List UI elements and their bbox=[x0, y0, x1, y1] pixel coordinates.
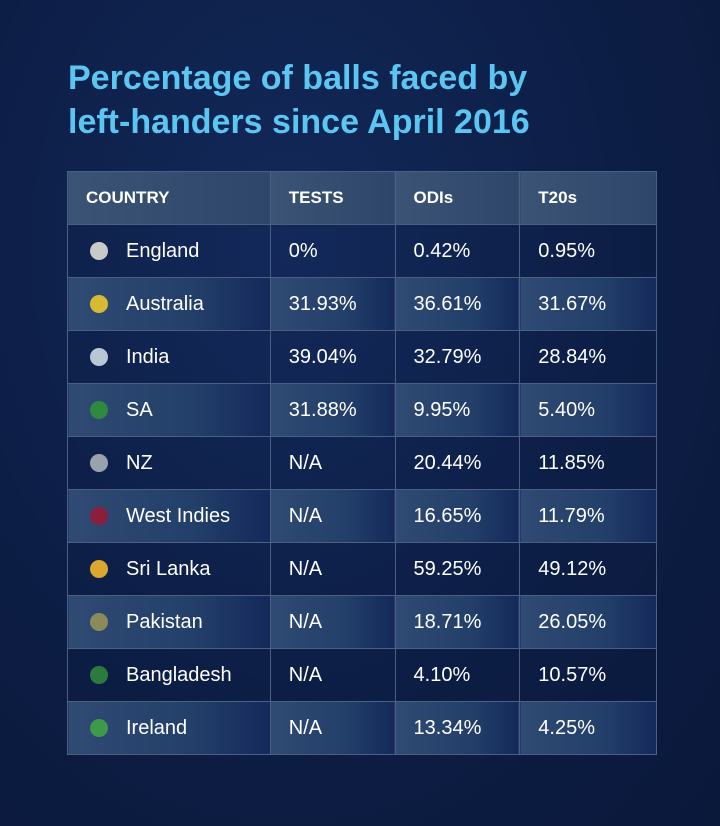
table-cell: 28.84% bbox=[519, 330, 657, 384]
table-cell: N/A bbox=[269, 701, 396, 755]
country-icon bbox=[90, 613, 108, 631]
country-name: Ireland bbox=[126, 716, 188, 739]
table-cell: Sri Lanka bbox=[67, 542, 271, 596]
table-cell: 4.10% bbox=[394, 648, 521, 702]
table-cell: England bbox=[67, 224, 271, 278]
country-name: West Indies bbox=[126, 504, 231, 527]
table-cell: 31.93% bbox=[269, 277, 396, 331]
country-name: India bbox=[126, 345, 170, 368]
country-icon bbox=[90, 560, 108, 578]
country-name: Sri Lanka bbox=[126, 557, 211, 580]
table-cell: 11.85% bbox=[519, 436, 657, 490]
table-body: England 0% 0.42% 0.95% Australia 31.93% 36.61%… bbox=[67, 224, 657, 755]
country-name: Pakistan bbox=[126, 610, 203, 633]
table-cell: 49.12% bbox=[519, 542, 657, 596]
country-cell: England bbox=[86, 240, 270, 263]
table-cell: 0.95% bbox=[519, 224, 657, 278]
country-cell: India bbox=[86, 346, 270, 369]
table-cell: Pakistan bbox=[67, 595, 271, 649]
table-cell: India bbox=[67, 330, 271, 384]
table-cell: N/A bbox=[269, 595, 396, 649]
country-icon bbox=[90, 348, 108, 366]
country-name: SA bbox=[126, 398, 153, 421]
country-icon bbox=[90, 242, 108, 260]
table-cell: Bangladesh bbox=[67, 648, 271, 702]
country-icon bbox=[90, 666, 108, 684]
header-cell: TESTS bbox=[269, 171, 396, 225]
table-cell: 0.42% bbox=[394, 224, 521, 278]
country-name: Bangladesh bbox=[126, 663, 232, 686]
table: COUNTRY TESTS ODIs T20s England 0% 0.42% 0.95%… bbox=[67, 171, 657, 755]
table-row: Australia 31.93% 36.61% 31.67% bbox=[67, 277, 657, 331]
country-name: NZ bbox=[126, 451, 153, 474]
country-icon bbox=[90, 507, 108, 525]
table-cell: N/A bbox=[269, 489, 396, 543]
table-cell: 10.57% bbox=[519, 648, 657, 702]
table-row: Bangladesh N/A 4.10% 10.57% bbox=[67, 648, 657, 702]
table-cell: Australia bbox=[67, 277, 271, 331]
country-cell: Australia bbox=[86, 293, 270, 316]
table-row: NZ N/A 20.44% 11.85% bbox=[67, 436, 657, 490]
country-cell: Pakistan bbox=[86, 611, 270, 634]
country-cell: Sri Lanka bbox=[86, 558, 270, 581]
table-cell: 31.67% bbox=[519, 277, 657, 331]
header-cell: T20s bbox=[519, 171, 657, 225]
table-row: India 39.04% 32.79% 28.84% bbox=[67, 330, 657, 384]
table-cell: Ireland bbox=[67, 701, 271, 755]
table-row: Ireland N/A 13.34% 4.25% bbox=[67, 701, 657, 755]
table-cell: 0% bbox=[269, 224, 396, 278]
table-cell: SA bbox=[67, 383, 271, 437]
table-row: SA 31.88% 9.95% 5.40% bbox=[67, 383, 657, 437]
header-cell: COUNTRY bbox=[67, 171, 271, 225]
table-cell: 9.95% bbox=[394, 383, 521, 437]
country-cell: NZ bbox=[86, 452, 270, 475]
table-cell: NZ bbox=[67, 436, 271, 490]
table-cell: 31.88% bbox=[269, 383, 396, 437]
country-cell: West Indies bbox=[86, 505, 270, 528]
table-cell: 32.79% bbox=[394, 330, 521, 384]
table-cell: 59.25% bbox=[394, 542, 521, 596]
title: Percentage of balls faced by left-hander… bbox=[68, 59, 530, 141]
country-icon bbox=[90, 401, 108, 419]
table-row: Pakistan N/A 18.71% 26.05% bbox=[67, 595, 657, 649]
country-cell: SA bbox=[86, 399, 270, 422]
table-row: Sri Lanka N/A 59.25% 49.12% bbox=[67, 542, 657, 596]
country-name: Australia bbox=[126, 292, 204, 315]
table-cell: West Indies bbox=[67, 489, 271, 543]
table-cell: 20.44% bbox=[394, 436, 521, 490]
table-row: West Indies N/A 16.65% 11.79% bbox=[67, 489, 657, 543]
header-cell: ODIs bbox=[394, 171, 521, 225]
table-cell: N/A bbox=[269, 542, 396, 596]
table-row: England 0% 0.42% 0.95% bbox=[67, 224, 657, 278]
header-row: COUNTRY TESTS ODIs T20s bbox=[67, 171, 657, 225]
country-icon bbox=[90, 295, 108, 313]
country-cell: Bangladesh bbox=[86, 664, 270, 687]
country-cell: Ireland bbox=[86, 717, 270, 740]
table-cell: 13.34% bbox=[394, 701, 521, 755]
table-cell: 11.79% bbox=[519, 489, 657, 543]
table-cell: N/A bbox=[269, 648, 396, 702]
table-cell: 5.40% bbox=[519, 383, 657, 437]
table-cell: N/A bbox=[269, 436, 396, 490]
country-name: England bbox=[126, 239, 200, 262]
table-cell: 18.71% bbox=[394, 595, 521, 649]
table-cell: 36.61% bbox=[394, 277, 521, 331]
country-icon bbox=[90, 454, 108, 472]
table-cell: 39.04% bbox=[269, 330, 396, 384]
country-icon bbox=[90, 719, 108, 737]
table-cell: 16.65% bbox=[394, 489, 521, 543]
table-cell: 26.05% bbox=[519, 595, 657, 649]
table-cell: 4.25% bbox=[519, 701, 657, 755]
